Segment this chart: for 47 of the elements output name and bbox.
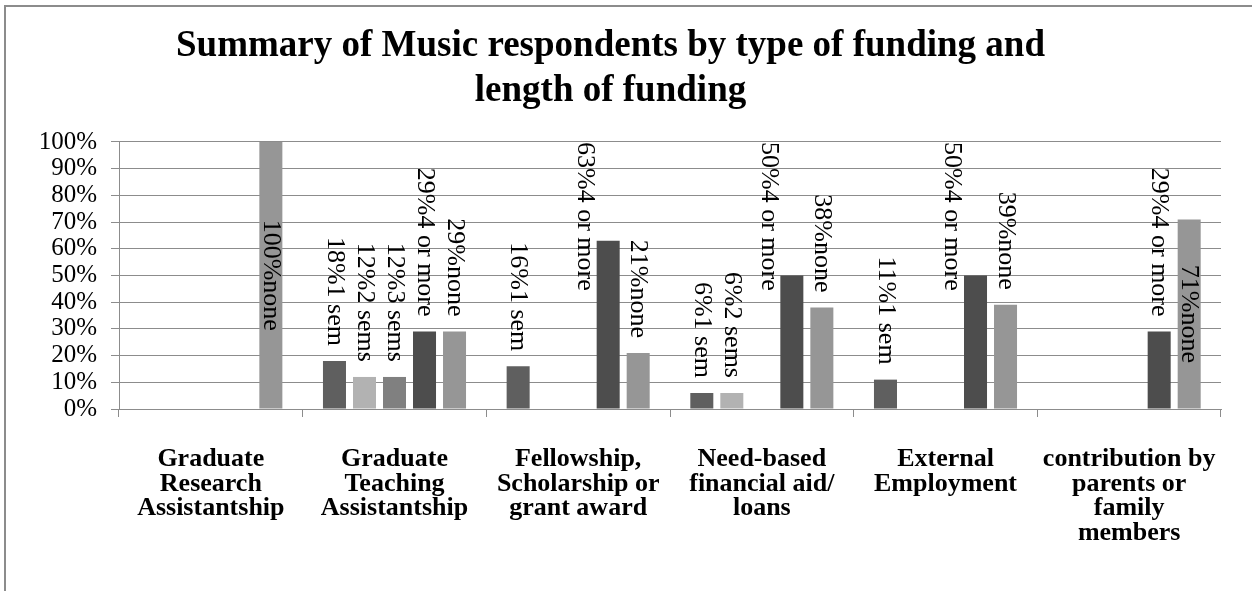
bar bbox=[596, 240, 620, 409]
x-tick-label: Graduate Research Assistantship bbox=[137, 443, 285, 522]
text: 6%2 sems bbox=[718, 271, 748, 378]
x-tick-label: Graduate Teaching Assistantship bbox=[320, 443, 469, 522]
bar bbox=[720, 392, 744, 409]
text: 18%1 sem bbox=[321, 236, 351, 346]
y-tick-label: 0% bbox=[63, 393, 97, 421]
x-tick-label: contribution by parents or family members bbox=[1042, 443, 1216, 547]
text: 12%2 sems bbox=[351, 242, 381, 362]
x-tick-label: Fellowship, Scholarship or grant award bbox=[496, 443, 660, 522]
bar bbox=[322, 360, 346, 409]
bar bbox=[690, 392, 714, 409]
y-tick-label: 30% bbox=[51, 313, 97, 341]
y-tick-label: 40% bbox=[51, 286, 97, 314]
text: 29%4 or more bbox=[1146, 167, 1176, 317]
y-tick-label: 20% bbox=[51, 340, 97, 368]
x-tick-label: Need-based financial aid/ loans bbox=[689, 443, 836, 522]
text: 6%1 sem bbox=[688, 281, 718, 378]
text: 39%none bbox=[992, 191, 1022, 290]
y-tick-label: 70% bbox=[51, 206, 97, 234]
bar bbox=[873, 379, 897, 409]
text: 100%none bbox=[258, 219, 288, 331]
bar bbox=[506, 366, 530, 409]
text: 21%none bbox=[625, 239, 655, 338]
text: 16%1 sem bbox=[505, 242, 535, 352]
text: 12%3 sems bbox=[381, 242, 411, 362]
y-tick-label: 50% bbox=[51, 260, 97, 288]
bar bbox=[780, 275, 804, 409]
y-tick-label: 80% bbox=[51, 179, 97, 207]
text: 29%none bbox=[441, 218, 471, 317]
bar bbox=[352, 376, 376, 409]
text: 63%4 or more bbox=[571, 141, 601, 291]
chart-title: Summary of Music respondents by type of funding and length of funding bbox=[176, 23, 1046, 110]
text: 11%1 sem bbox=[872, 256, 902, 365]
x-tick-label: External Employment bbox=[874, 443, 1018, 497]
bar bbox=[1147, 331, 1171, 409]
text: 71%none bbox=[1176, 264, 1206, 364]
text: 29%4 or more bbox=[411, 167, 441, 317]
text: 50%4 or more bbox=[755, 141, 785, 291]
text: 50%4 or more bbox=[939, 141, 969, 291]
text: 38%none bbox=[809, 194, 839, 293]
y-tick-label: 10% bbox=[51, 366, 97, 394]
y-tick-label: 90% bbox=[51, 153, 97, 181]
y-tick-label: 60% bbox=[51, 233, 97, 261]
y-tick-label: 100% bbox=[38, 126, 97, 154]
bar bbox=[413, 331, 437, 409]
bar bbox=[964, 275, 988, 409]
